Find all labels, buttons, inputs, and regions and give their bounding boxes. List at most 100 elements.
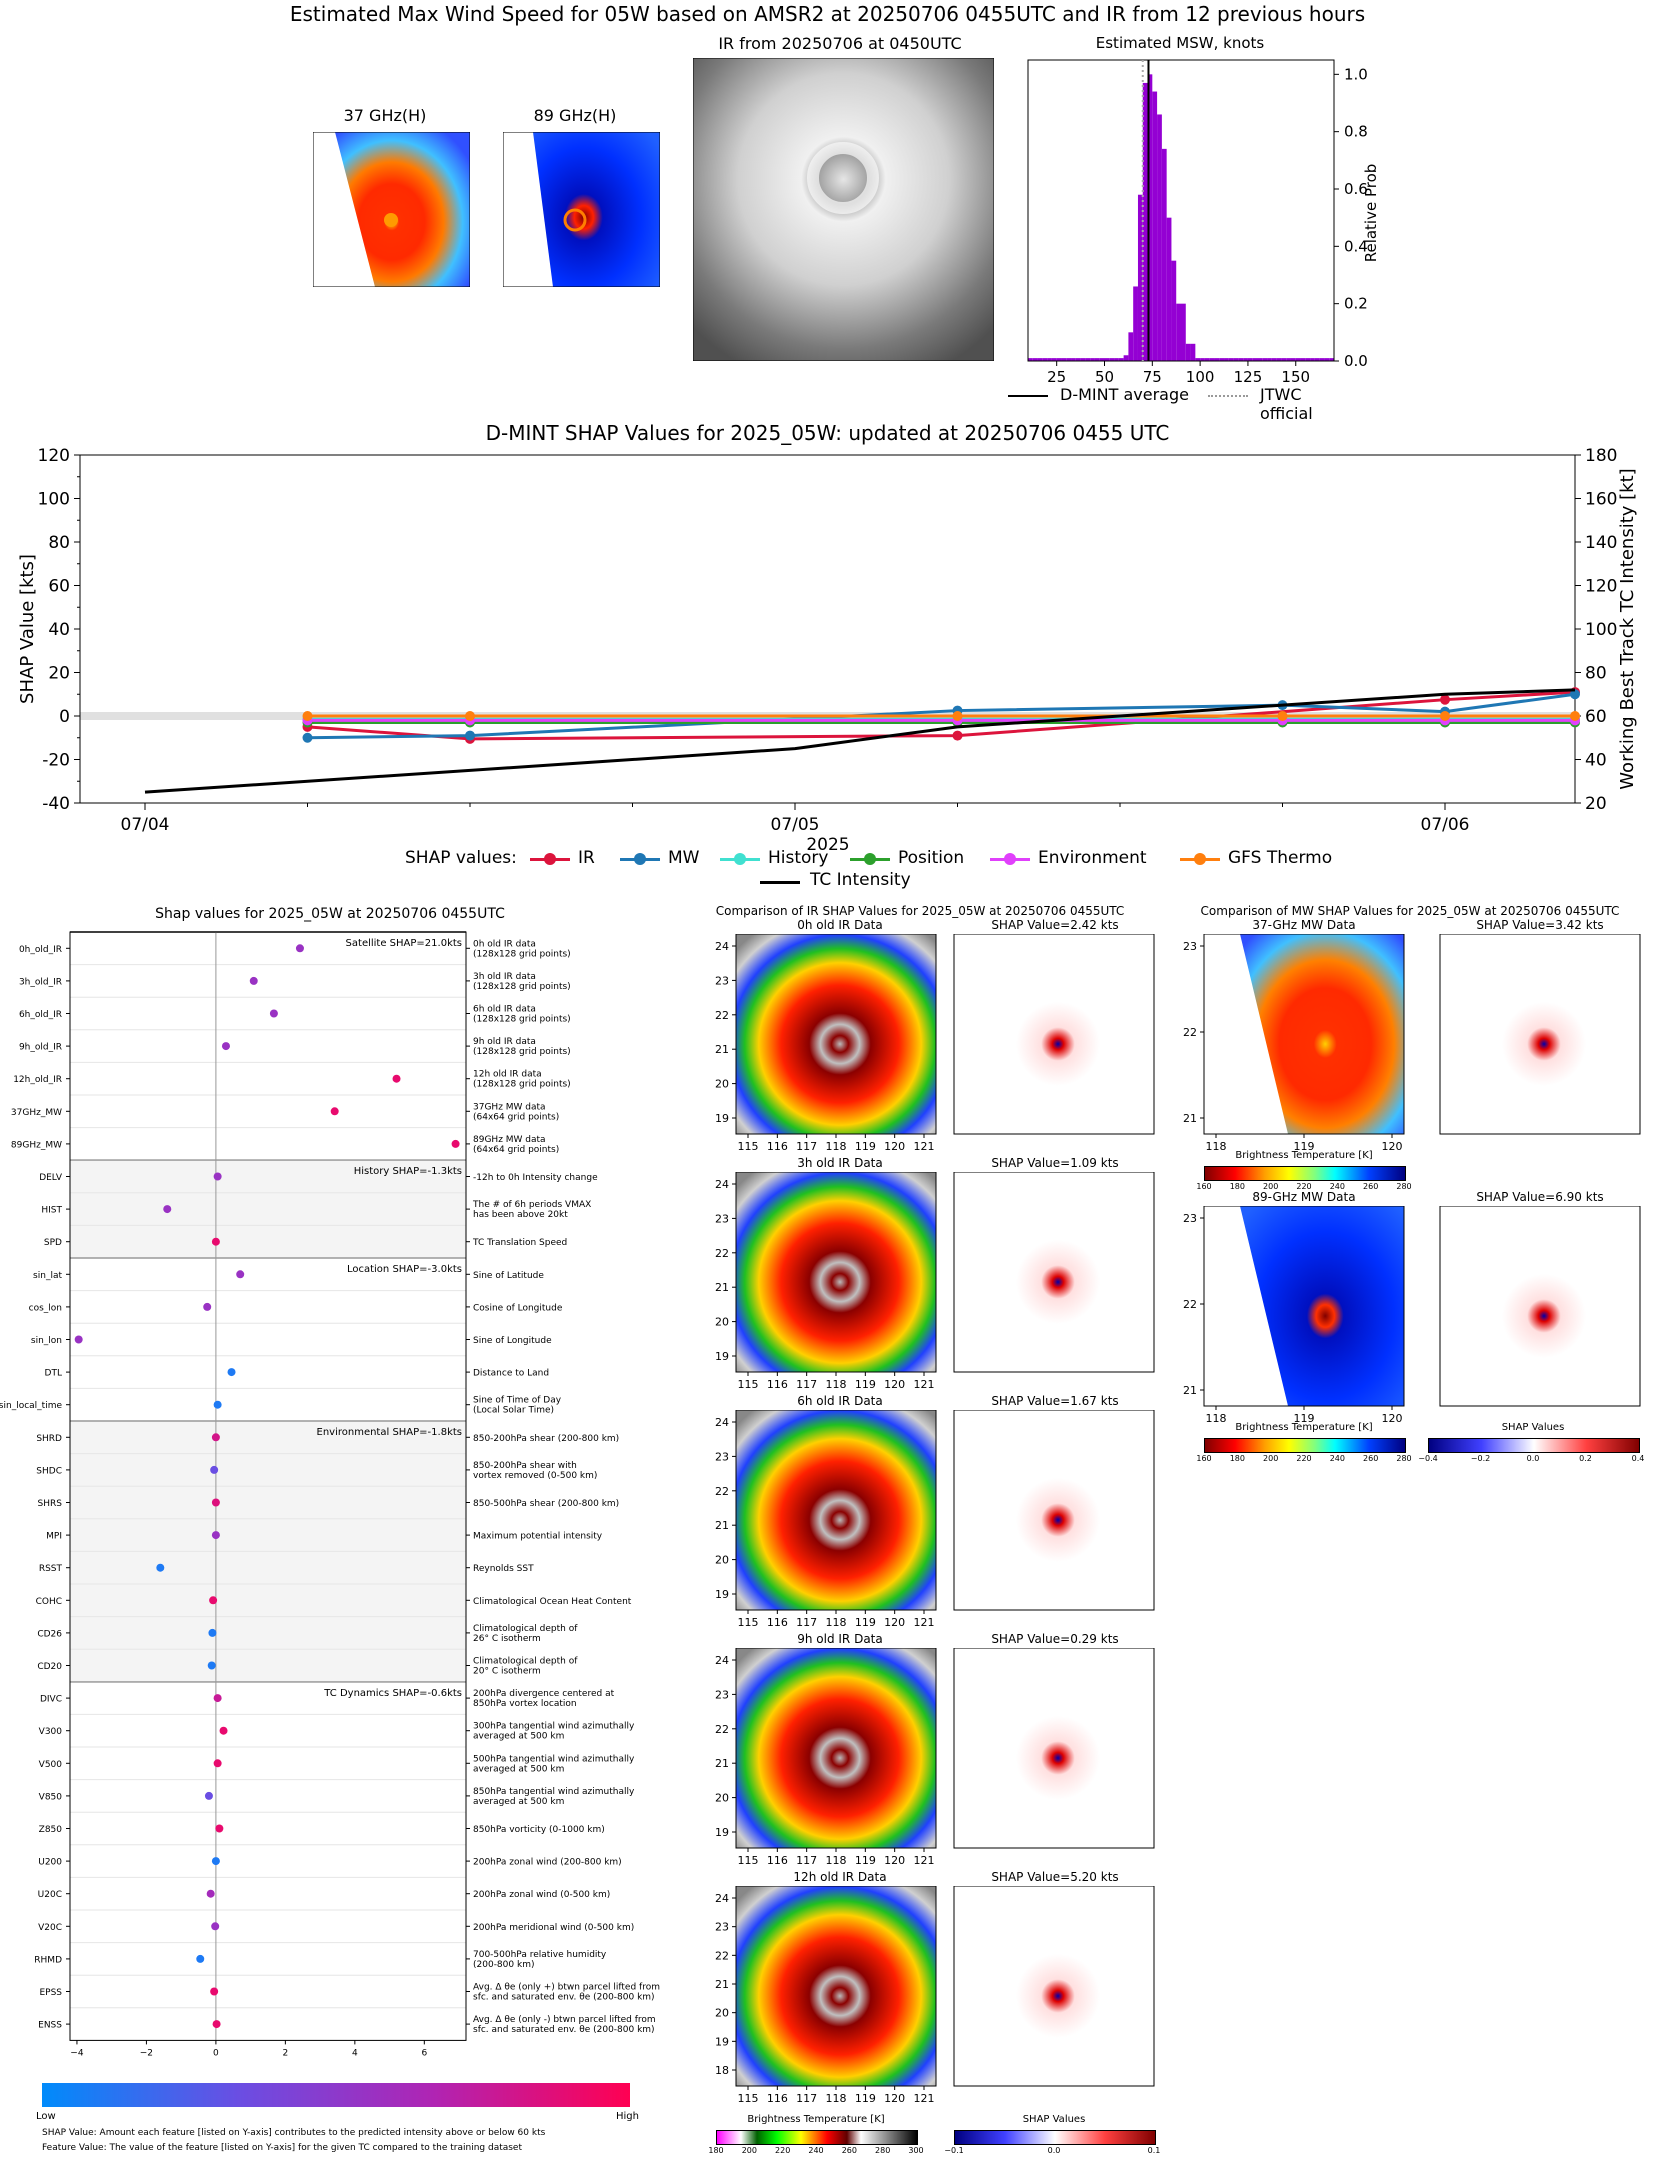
panel-ytick-label: 24: [715, 1892, 729, 1905]
feature-shap-dot: [208, 1628, 217, 1637]
hist-bar: [1090, 358, 1095, 361]
feature-desc-label: 850-500hPa shear (200-800 km): [473, 1499, 619, 1509]
feature-desc-label: (128x128 grid points): [473, 1047, 571, 1057]
panel-xtick-label: 115: [738, 1616, 759, 1629]
feature-desc-label: TC Translation Speed: [472, 1238, 567, 1248]
shap-frame: [69, 931, 467, 2041]
sat-svg: 115 116 117 118 119 120 121 19 20 21 22 23 24: [715, 1171, 937, 1391]
feature-name-label: 89GHz_MW: [11, 1140, 62, 1150]
feature-desc-label: (64x64 grid points): [473, 1145, 559, 1155]
panel-xtick-label: 116: [767, 1616, 788, 1629]
panel-ytick-label: 19: [715, 1826, 729, 1839]
colorbar-tick-label: 260: [841, 2146, 857, 2155]
hist-bar: [1247, 358, 1253, 361]
panel-field: [1240, 1206, 1404, 1406]
panel-ytick-label: 21: [715, 1043, 729, 1056]
feature-desc-label: 89GHz MW data: [473, 1135, 546, 1145]
hist-bar: [1286, 358, 1291, 361]
colorbar-tick-label: 200: [1263, 1454, 1279, 1463]
legend-marker: [1194, 853, 1206, 865]
feature-desc-label: (200-800 km): [473, 1960, 534, 1970]
hist-bar: [1137, 194, 1143, 361]
feature-desc-label: (128x128 grid points): [473, 1015, 571, 1025]
feature-shap-dot: [227, 1368, 236, 1377]
feature-name-label: 0h_old_IR: [19, 945, 62, 955]
mw-panel: 118 119 120 21 22 23: [1172, 1205, 1412, 1432]
panel-field: [1240, 934, 1404, 1134]
feature-shap-dot: [451, 1139, 460, 1148]
panel-ytick-label: 23: [715, 1450, 729, 1463]
colorbar-tick-label: 160: [1196, 1454, 1212, 1463]
panel-xtick-label: 115: [738, 1378, 759, 1391]
ts-ytick-label: 120: [38, 446, 70, 466]
colorbar-label: Brightness Temperature [K]: [1235, 1150, 1373, 1161]
panel-ytick-label: 19: [715, 2035, 729, 2048]
hist-bar: [1300, 358, 1306, 361]
ts-xtick-label: 07/04: [121, 815, 170, 835]
hist-bar: [1028, 358, 1033, 361]
ir-row-label: 3h old IR Data: [797, 1156, 883, 1170]
mw-compare-title: Comparison of MW SHAP Values for 2025_05…: [1200, 904, 1620, 918]
colorbar-gradient: [954, 2130, 1156, 2145]
ir-row-label: 9h old IR Data: [797, 1632, 883, 1646]
ts-xtick-label: 07/06: [1421, 815, 1470, 835]
hist-xtick-label: 125: [1234, 368, 1263, 386]
hist-bar: [1099, 358, 1105, 361]
group-label: History SHAP=-1.3kts: [354, 1166, 462, 1177]
ts-ytick-label: 0: [59, 707, 70, 727]
mw-shap-label: SHAP Value=6.90 kts: [1476, 1190, 1604, 1204]
panel-ytick-label: 24: [715, 940, 729, 953]
colorbar-tick-label: −0.2: [1470, 1454, 1491, 1463]
sat-svg: 118 119 120 21 22 23: [1183, 1205, 1405, 1425]
panel-xtick-label: 119: [855, 2092, 876, 2105]
ir-row-label: 0h old IR Data: [797, 918, 883, 932]
ir-bt-colorbar: 180 200 220 240 260 280 300 Brightness Temperat…: [708, 2114, 923, 2170]
ts-xtick-label: 07/05: [771, 815, 820, 835]
legend-dmint-label: D-MINT average: [1060, 385, 1189, 404]
legend-label: IR: [578, 848, 595, 868]
panel-xtick-label: 118: [1206, 1412, 1227, 1425]
panel-xtick-label: 116: [767, 1140, 788, 1153]
legend-dmint-line: [1008, 395, 1048, 397]
feature-desc-label: vortex removed (0-500 km): [473, 1471, 597, 1481]
feature-name-label: V300: [39, 1727, 63, 1737]
hist-bar: [1314, 358, 1320, 361]
panel-ytick-label: 19: [715, 1112, 729, 1125]
colorbar-label: Brightness Temperature [K]: [747, 2114, 885, 2125]
hist-xtick-label: 50: [1095, 368, 1114, 386]
feature-desc-label: Climatological depth of: [473, 1657, 578, 1667]
feature-desc-label: 500hPa tangential wind azimuthally: [473, 1754, 635, 1764]
colorbar-label: SHAP Values: [1501, 1422, 1565, 1433]
feature-shap-dot: [269, 1009, 278, 1018]
feature-desc-label: (Local Solar Time): [473, 1406, 554, 1416]
feature-desc-label: (64x64 grid points): [473, 1112, 559, 1122]
feature-value-colorbar: [42, 2083, 630, 2107]
sat-svg: 118 119 120 21 22 23: [1183, 933, 1405, 1153]
colorbar-tick-label: 220: [1296, 1182, 1312, 1191]
feature-desc-label: Maximum potential intensity: [473, 1532, 603, 1542]
colorbar-gradient: [1428, 1438, 1640, 1453]
ir-shap-panel: [922, 1171, 1162, 1398]
panel-xtick-label: 116: [767, 2092, 788, 2105]
panel-xtick-label: 120: [884, 1140, 905, 1153]
hist-bar: [1176, 303, 1181, 361]
colorbar-tick-label: 240: [1329, 1182, 1345, 1191]
hist-bar: [1243, 358, 1248, 361]
hist-bar: [1032, 358, 1038, 361]
feature-desc-label: Climatological Ocean Heat Content: [473, 1597, 632, 1607]
ir-shap-panel: [922, 933, 1162, 1160]
hist-bar: [1051, 358, 1057, 361]
feature-desc-label: 200hPa zonal wind (0-500 km): [473, 1890, 610, 1900]
feature-name-label: V500: [39, 1760, 63, 1770]
feature-shap-dot: [211, 1857, 220, 1866]
colorbar-label: SHAP Values: [1022, 2114, 1086, 2125]
hist-bar: [1219, 358, 1225, 361]
feature-shap-dot: [211, 1922, 220, 1931]
panel-ytick-label: 20: [715, 2007, 729, 2020]
panel-ytick-label: 20: [715, 1554, 729, 1567]
colorbar-tick-label: 0.1: [1147, 2146, 1161, 2155]
colorbar-tick-label: 180: [708, 2146, 724, 2155]
hist-bar: [1329, 358, 1334, 361]
panel-ytick-label: 20: [715, 1078, 729, 1091]
feature-name-label: DIVC: [40, 1695, 62, 1705]
